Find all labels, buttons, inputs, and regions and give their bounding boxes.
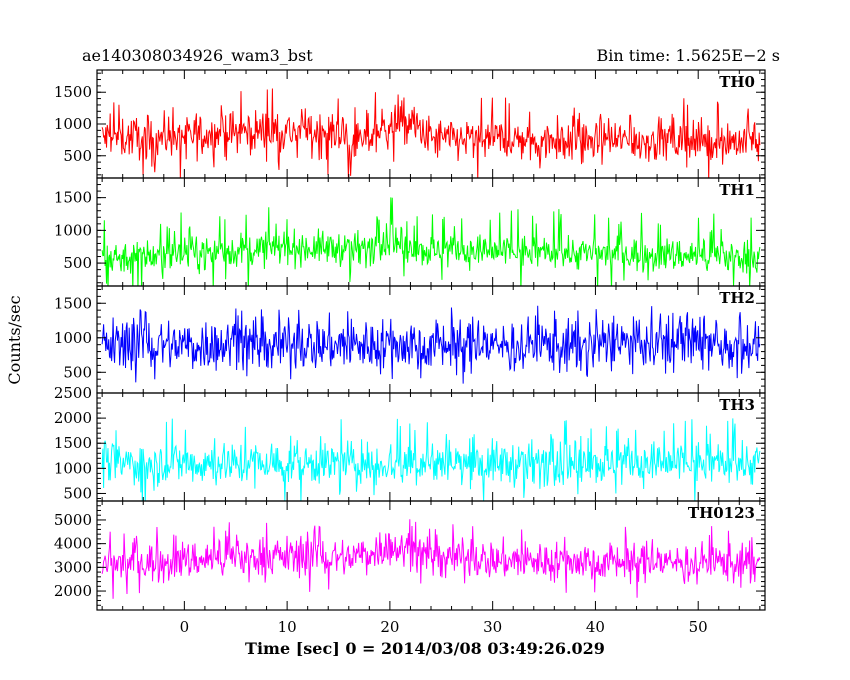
x-tick-label: 20 [380,618,399,636]
panel-frame [96,177,766,287]
y-tick-label: 4000 [54,535,92,553]
y-tick-label: 1500 [54,294,92,312]
y-tick-label: 2500 [54,384,92,402]
y-tick-label: 1500 [54,83,92,101]
series-line-th1 [101,197,761,286]
y-tick-label: 500 [63,484,92,502]
x-tick-label: 50 [689,618,708,636]
panel-frame [96,69,766,179]
panel-label: TH2 [719,289,755,307]
y-tick-label: 1000 [54,115,92,133]
series-line-th0123 [101,519,761,599]
panel-th1: 500 1000 1500 TH1 [54,177,766,287]
panel-th0: 500 1000 1500 TH0 [54,69,766,179]
series-line-th0 [101,88,761,178]
x-tick-label: 30 [483,618,502,636]
x-tick-label: 10 [278,618,297,636]
series-line-th2 [101,305,761,384]
y-axis-label: Counts/sec [5,295,24,384]
x-tick-label: 0 [180,618,190,636]
panel-label: TH0123 [688,504,755,522]
plot-title: ae140308034926_wam3_bst [82,46,313,65]
panel-label: TH1 [719,181,755,199]
y-tick-label: 500 [63,147,92,165]
bin-time-label: Bin time: 1.5625E−2 s [596,46,780,65]
panel-th2: 500 1000 1500 TH2 [54,285,766,394]
y-tick-label: 5000 [54,511,92,529]
series-line-th3 [101,418,761,501]
y-tick-label: 1500 [54,189,92,207]
y-tick-label: 1000 [54,221,92,239]
panel-th3: 500 1000 1500 2000 2500 TH3 [54,384,766,502]
panel-th0123: 2000 3000 4000 5000 TH0123 [54,500,766,611]
x-tick-label: 40 [586,618,605,636]
x-axis-label: Time [sec] 0 = 2014/03/08 03:49:26.029 [245,639,605,658]
y-tick-label: 2000 [54,409,92,427]
y-tick-label: 1500 [54,434,92,452]
panel-label: TH3 [719,396,755,414]
panel-label: TH0 [719,73,755,91]
y-tick-label: 3000 [54,558,92,576]
y-tick-label: 2000 [54,582,92,600]
y-tick-label: 1000 [54,459,92,477]
y-tick-label: 500 [63,363,92,381]
y-tick-label: 500 [63,254,92,272]
y-tick-label: 1000 [54,329,92,347]
